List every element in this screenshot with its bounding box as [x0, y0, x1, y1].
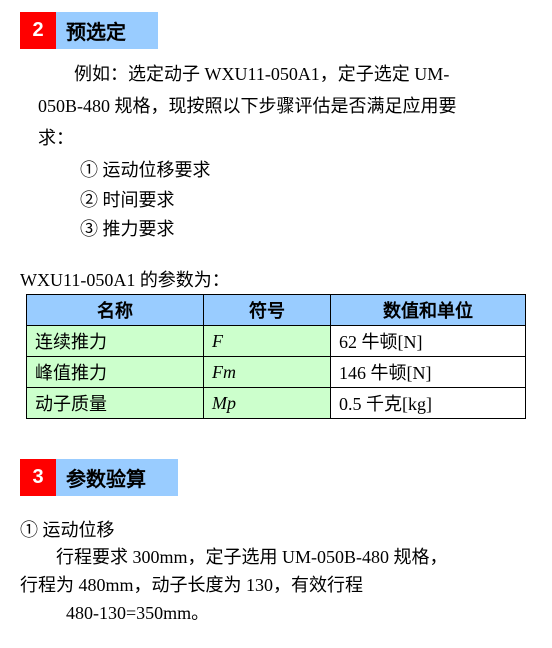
item-1-label: ① 运动位移	[20, 516, 532, 542]
section-3-header: 3 参数验算	[20, 459, 532, 496]
param-table-caption: WXU11-050A1 的参数为：	[20, 266, 532, 292]
requirement-1: ① 运动位移要求	[80, 157, 532, 185]
cell-val: 62 牛顿[N]	[331, 326, 526, 357]
section-2-number: 2	[20, 12, 56, 49]
cell-sym: Fm	[204, 357, 331, 388]
intro-line-3: 求：	[38, 125, 532, 153]
section-2-body: 例如：选定动子 WXU11-050A1，定子选定 UM- 050B-480 规格…	[20, 61, 532, 419]
section-3-body: ① 运动位移 行程要求 300mm，定子选用 UM-050B-480 规格， 行…	[20, 516, 532, 628]
section-2-header: 2 预选定	[20, 12, 532, 49]
cell-val: 0.5 千克[kg]	[331, 388, 526, 419]
intro-line-1: 例如：选定动子 WXU11-050A1，定子选定 UM-	[38, 61, 532, 89]
item-1-calc: 480-130=350mm。	[66, 600, 532, 628]
item-1-line-2: 行程为 480mm，动子长度为 130，有效行程	[20, 572, 532, 600]
requirement-2: ② 时间要求	[80, 187, 532, 215]
section-3-title: 参数验算	[56, 459, 178, 496]
param-table: 名称 符号 数值和单位 连续推力 F 62 牛顿[N] 峰值推力 Fm 146 …	[26, 294, 526, 419]
cell-sym: Mp	[204, 388, 331, 419]
section-2-title: 预选定	[56, 12, 158, 49]
cell-name: 动子质量	[27, 388, 204, 419]
cell-name: 连续推力	[27, 326, 204, 357]
table-row: 峰值推力 Fm 146 牛顿[N]	[27, 357, 526, 388]
section-3-number: 3	[20, 459, 56, 496]
col-val: 数值和单位	[331, 295, 526, 326]
table-row: 连续推力 F 62 牛顿[N]	[27, 326, 526, 357]
table-header-row: 名称 符号 数值和单位	[27, 295, 526, 326]
requirement-3: ③ 推力要求	[80, 216, 532, 244]
col-sym: 符号	[204, 295, 331, 326]
cell-val: 146 牛顿[N]	[331, 357, 526, 388]
cell-name: 峰值推力	[27, 357, 204, 388]
table-row: 动子质量 Mp 0.5 千克[kg]	[27, 388, 526, 419]
item-1-line-1: 行程要求 300mm，定子选用 UM-050B-480 规格，	[20, 544, 532, 572]
intro-line-2: 050B-480 规格，现按照以下步骤评估是否满足应用要	[38, 93, 532, 121]
col-name: 名称	[27, 295, 204, 326]
cell-sym: F	[204, 326, 331, 357]
